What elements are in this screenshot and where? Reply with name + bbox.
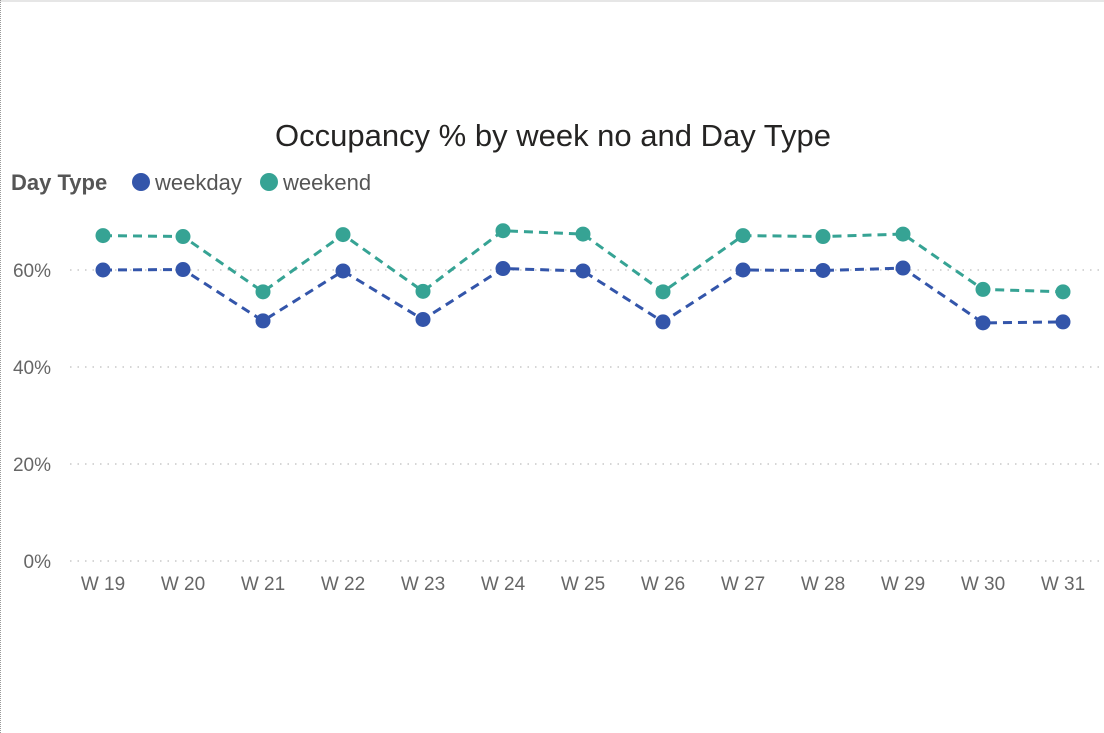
data-point-weekend[interactable] bbox=[1055, 284, 1071, 300]
data-point-weekend[interactable] bbox=[175, 229, 191, 245]
data-point-weekday[interactable] bbox=[175, 262, 191, 278]
data-point-weekday[interactable] bbox=[895, 260, 911, 276]
x-tick-label: W 21 bbox=[241, 574, 285, 595]
data-point-weekday[interactable] bbox=[95, 262, 111, 278]
data-point-weekend[interactable] bbox=[335, 227, 351, 243]
y-tick-label: 20% bbox=[13, 455, 51, 476]
series-weekend bbox=[95, 223, 1071, 300]
y-axis: 0% 20% 40% 60% bbox=[13, 261, 51, 573]
y-tick-label: 40% bbox=[13, 358, 51, 379]
data-point-weekend[interactable] bbox=[815, 229, 831, 245]
x-tick-label: W 24 bbox=[481, 574, 526, 595]
data-point-weekday[interactable] bbox=[415, 311, 431, 327]
data-point-weekend[interactable] bbox=[495, 223, 511, 239]
x-tick-label: W 23 bbox=[401, 574, 445, 595]
visual-top-border bbox=[0, 0, 1104, 2]
chart-title: Occupancy % by week no and Day Type bbox=[275, 118, 831, 153]
data-point-weekend[interactable] bbox=[95, 228, 111, 244]
series-weekday bbox=[95, 260, 1071, 331]
data-point-weekday[interactable] bbox=[255, 313, 271, 329]
x-axis: W 19 W 20 W 21 W 22 W 23 W 24 W 25 W 26 W 27 W 28… bbox=[81, 574, 1085, 595]
data-point-weekend[interactable] bbox=[895, 226, 911, 242]
legend-title: Day Type bbox=[11, 170, 107, 195]
legend-label-weekday[interactable]: weekday bbox=[154, 170, 242, 195]
data-point-weekday[interactable] bbox=[335, 263, 351, 279]
legend-marker-weekend bbox=[260, 173, 278, 191]
data-point-weekday[interactable] bbox=[655, 314, 671, 330]
data-point-weekday[interactable] bbox=[975, 315, 991, 331]
x-tick-label: W 20 bbox=[161, 574, 205, 595]
data-point-weekday[interactable] bbox=[495, 261, 511, 277]
x-tick-label: W 27 bbox=[721, 574, 765, 595]
x-tick-label: W 31 bbox=[1041, 574, 1085, 595]
series-layer bbox=[95, 223, 1071, 331]
data-point-weekend[interactable] bbox=[575, 226, 591, 242]
legend-marker-weekday bbox=[132, 173, 150, 191]
x-tick-label: W 25 bbox=[561, 574, 605, 595]
data-point-weekday[interactable] bbox=[575, 263, 591, 279]
gridlines bbox=[70, 269, 1100, 562]
legend: Day Type weekday weekend bbox=[11, 170, 371, 195]
x-tick-label: W 19 bbox=[81, 574, 125, 595]
x-tick-label: W 29 bbox=[881, 574, 925, 595]
x-tick-label: W 28 bbox=[801, 574, 845, 595]
data-point-weekday[interactable] bbox=[815, 262, 831, 278]
x-tick-label: W 22 bbox=[321, 574, 365, 595]
data-point-weekend[interactable] bbox=[655, 284, 671, 300]
data-point-weekend[interactable] bbox=[735, 228, 751, 244]
y-tick-label: 0% bbox=[24, 552, 52, 573]
data-point-weekday[interactable] bbox=[1055, 314, 1071, 330]
data-point-weekend[interactable] bbox=[975, 281, 991, 297]
data-point-weekday[interactable] bbox=[735, 262, 751, 278]
y-tick-label: 60% bbox=[13, 261, 51, 282]
x-tick-label: W 30 bbox=[961, 574, 1005, 595]
data-point-weekend[interactable] bbox=[415, 283, 431, 299]
data-point-weekend[interactable] bbox=[255, 284, 271, 300]
x-tick-label: W 26 bbox=[641, 574, 685, 595]
visual-left-border bbox=[0, 0, 1, 733]
legend-label-weekend[interactable]: weekend bbox=[282, 170, 371, 195]
